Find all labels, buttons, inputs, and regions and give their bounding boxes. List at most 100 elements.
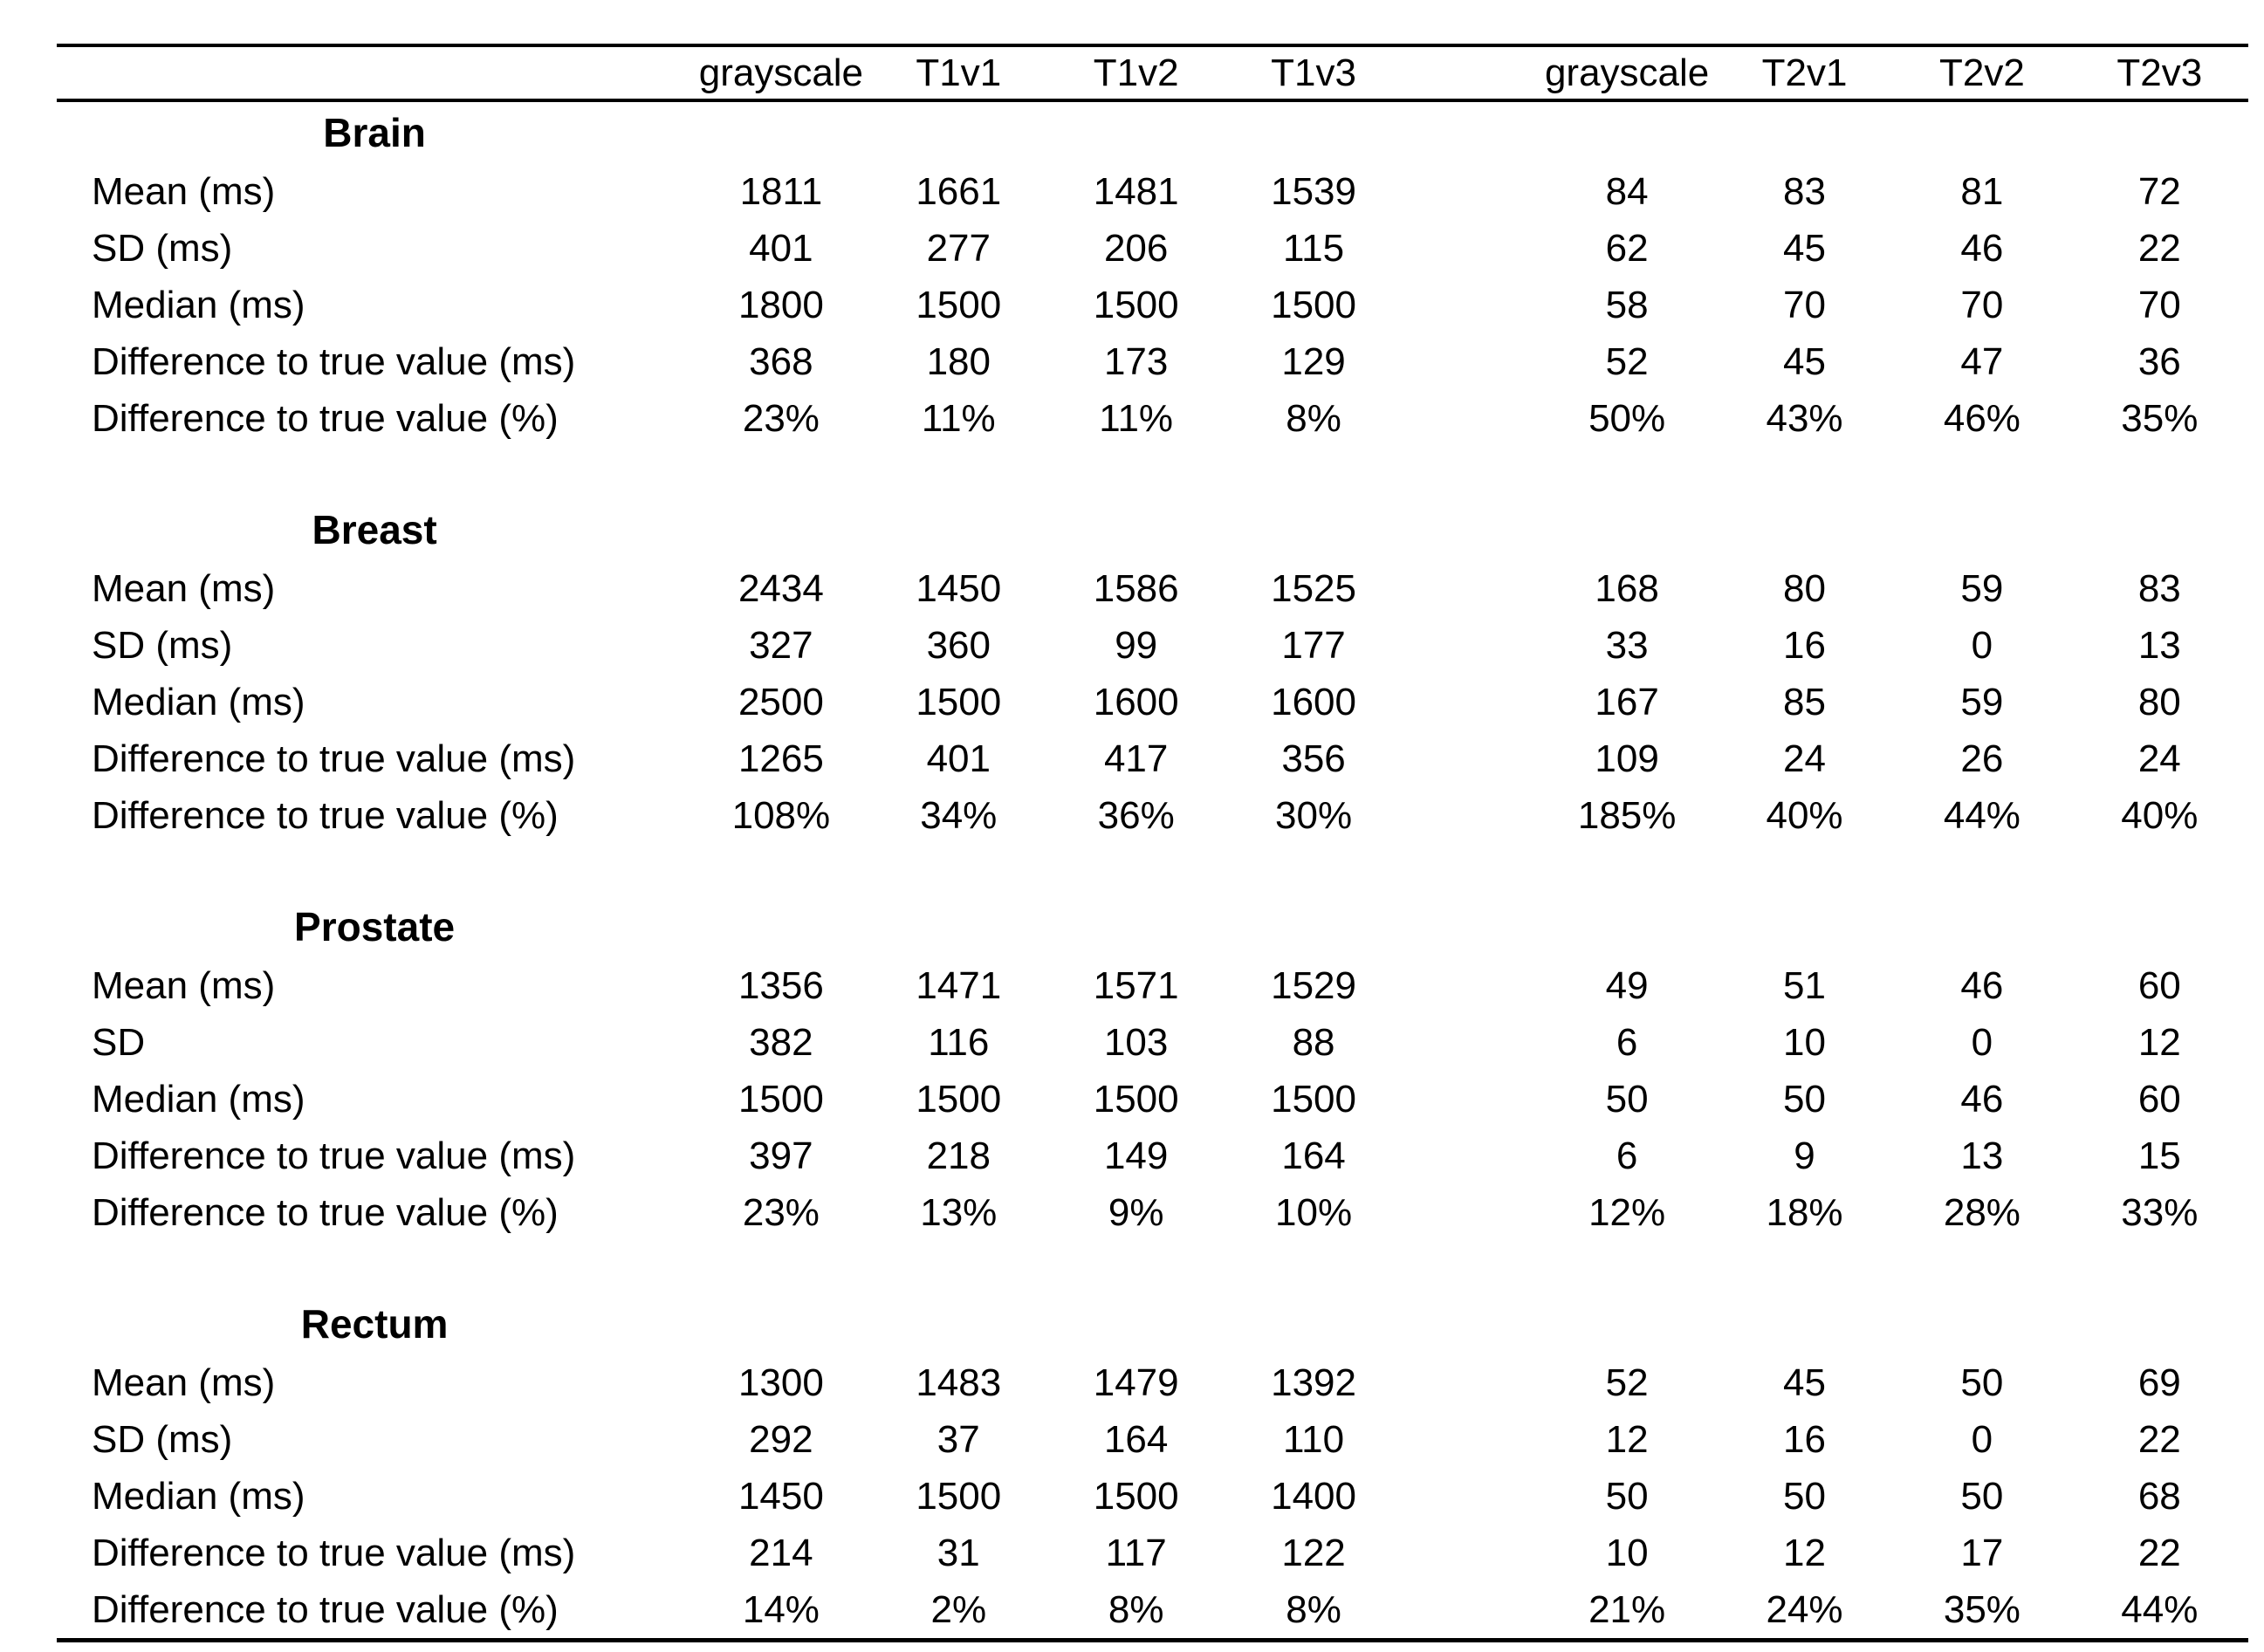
section-title: Rectum xyxy=(300,1301,449,1347)
cell-value: 115 xyxy=(1282,226,1345,270)
cell-value: 12% xyxy=(1588,1190,1666,1234)
cell-value: 24 xyxy=(2137,737,2181,780)
table-row: Median (ms) 1450 1500 1500 1400 50 50 50 68 xyxy=(57,1468,2248,1525)
cell-value: 70 xyxy=(1960,283,2004,326)
cell-value: 60 xyxy=(2137,1077,2181,1121)
row-label: Median (ms) xyxy=(92,680,305,723)
cell-value: 18% xyxy=(1766,1190,1843,1234)
cell-value: 80 xyxy=(1783,566,1826,610)
cell-value: 1600 xyxy=(1093,680,1179,723)
row-label: Difference to true value (ms) xyxy=(92,339,576,383)
table-row: SD (ms) 327 360 99 177 33 16 0 13 xyxy=(57,617,2248,674)
row-label: Mean (ms) xyxy=(92,169,276,213)
column-header: T2v2 xyxy=(1893,44,2071,102)
cell-value: 1265 xyxy=(738,737,824,780)
cell-value: 44% xyxy=(1943,793,2020,837)
table-body: Brain Mean (ms) 1811 1661 1481 1539 84 83 81 72 SD… xyxy=(57,100,2248,1642)
cell-value: 16 xyxy=(1783,1417,1826,1461)
column-group-spacer xyxy=(1403,730,1539,787)
cell-value: 23% xyxy=(742,1190,820,1234)
row-label: Median (ms) xyxy=(92,283,305,326)
table-row: Difference to true value (ms) 1265 401 417 3… xyxy=(57,730,2248,787)
row-label: Mean (ms) xyxy=(92,1361,276,1404)
cell-value: 50% xyxy=(1588,396,1666,440)
cell-value: 103 xyxy=(1103,1020,1169,1064)
table-row: Mean (ms) 2434 1450 1586 1525 168 80 59 83 xyxy=(57,560,2248,617)
section-title-row: Prostate xyxy=(57,896,2248,957)
cell-value: 45 xyxy=(1783,226,1826,270)
cell-value: 81 xyxy=(1960,169,2004,213)
section-title: Brain xyxy=(323,110,426,155)
cell-value: 33% xyxy=(2121,1190,2199,1234)
row-label: SD (ms) xyxy=(92,226,233,270)
column-group-spacer xyxy=(1403,787,1539,844)
cell-value: 177 xyxy=(1281,623,1346,667)
cell-value: 10 xyxy=(1783,1020,1826,1064)
row-label: SD (ms) xyxy=(92,1417,233,1461)
cell-value: 6 xyxy=(1616,1134,1638,1177)
column-header: grayscale xyxy=(1538,44,1716,102)
cell-value: 11% xyxy=(921,396,996,440)
cell-value: 1450 xyxy=(916,566,1002,610)
cell-value: 1300 xyxy=(738,1361,824,1404)
cell-value: 22 xyxy=(2137,1417,2181,1461)
cell-value: 50 xyxy=(1783,1077,1826,1121)
column-group-spacer xyxy=(1403,1128,1539,1184)
cell-value: 50 xyxy=(1960,1361,2004,1404)
cell-value: 8% xyxy=(1225,1581,1403,1642)
cell-value: 30% xyxy=(1275,793,1353,837)
cell-value: 218 xyxy=(926,1134,991,1177)
cell-value: 46% xyxy=(1943,396,2020,440)
cell-value: 277 xyxy=(926,226,991,270)
cell-value: 33 xyxy=(1605,623,1649,667)
cell-value: 149 xyxy=(1103,1134,1169,1177)
paper-table-page: grayscale T1v1 T1v2 T1v3 grayscale T2v1 T2v2 T2… xyxy=(57,44,2248,1642)
column-group-spacer xyxy=(1403,277,1539,333)
table-row: Difference to true value (ms) 214 31 117 122… xyxy=(57,1525,2248,1581)
results-table: grayscale T1v1 T1v2 T1v3 grayscale T2v1 T2v2 T2… xyxy=(57,44,2248,1642)
cell-value: 1800 xyxy=(738,283,824,326)
cell-value: 206 xyxy=(1103,226,1169,270)
cell-value: 23% xyxy=(742,396,820,440)
cell-value: 22 xyxy=(2137,1531,2181,1574)
table-row: Difference to true value (%) 23% 13% 9% 10% 1… xyxy=(57,1184,2248,1241)
cell-value: 9 xyxy=(1794,1134,1815,1177)
cell-value: 59 xyxy=(1960,566,2004,610)
column-group-spacer xyxy=(1403,617,1539,674)
column-header: T2v1 xyxy=(1715,44,1894,102)
cell-value: 1500 xyxy=(1093,1077,1179,1121)
cell-value: 58 xyxy=(1605,283,1649,326)
column-group-spacer xyxy=(1403,163,1539,220)
row-label: Difference to true value (ms) xyxy=(92,1531,576,1574)
cell-value: 129 xyxy=(1281,339,1346,383)
column-header: grayscale xyxy=(692,44,870,102)
section-gap-cell xyxy=(57,844,2248,896)
section-gap-cell xyxy=(57,447,2248,499)
cell-value: 50 xyxy=(1960,1474,2004,1518)
cell-value: 6 xyxy=(1616,1020,1638,1064)
cell-value: 10 xyxy=(1605,1531,1649,1574)
cell-value: 1356 xyxy=(738,963,824,1007)
cell-value: 1479 xyxy=(1093,1361,1179,1404)
cell-value: 1500 xyxy=(916,1474,1002,1518)
cell-value: 12 xyxy=(1605,1417,1649,1461)
cell-value: 35% xyxy=(1893,1581,2071,1642)
cell-value: 40% xyxy=(2121,793,2199,837)
cell-value: 1483 xyxy=(916,1361,1002,1404)
cell-value: 99 xyxy=(1115,623,1158,667)
cell-value: 1400 xyxy=(1271,1474,1356,1518)
section-title-row: Breast xyxy=(57,499,2248,560)
section-gap xyxy=(57,447,2248,499)
cell-value: 72 xyxy=(2137,169,2181,213)
cell-value: 46 xyxy=(1960,963,2004,1007)
row-label: Mean (ms) xyxy=(92,963,276,1007)
cell-value: 0 xyxy=(1971,623,1993,667)
column-group-spacer xyxy=(1403,1071,1539,1128)
cell-value: 15 xyxy=(2137,1134,2181,1177)
row-label: Difference to true value (ms) xyxy=(92,1134,576,1177)
cell-value: 52 xyxy=(1605,339,1649,383)
cell-value: 117 xyxy=(1105,1531,1167,1574)
cell-value: 34% xyxy=(920,793,998,837)
column-header: T1v3 xyxy=(1225,44,1403,102)
section-gap-cell xyxy=(57,1241,2248,1293)
